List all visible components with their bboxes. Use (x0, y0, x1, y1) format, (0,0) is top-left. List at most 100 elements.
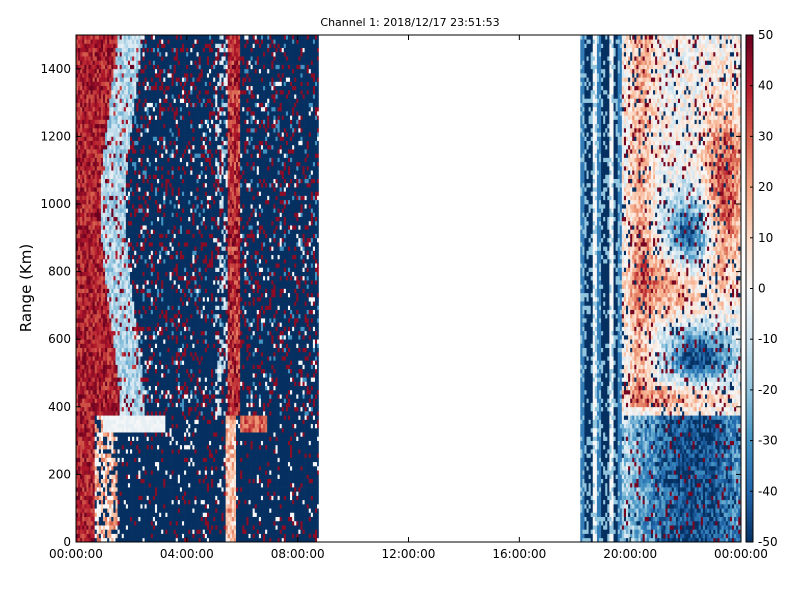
heatmap-cell (117, 465, 120, 471)
heatmap-cell (130, 516, 133, 522)
heatmap-cell (127, 182, 131, 188)
heatmap-cell (100, 229, 104, 234)
heatmap-cell (115, 94, 118, 99)
heatmap-cell (157, 508, 160, 513)
heatmap-cell (132, 98, 135, 103)
heatmap-cell (100, 98, 104, 103)
heatmap-cell (84, 280, 87, 285)
heatmap-cell (88, 51, 91, 57)
heatmap-cell (92, 453, 96, 458)
heatmap-cell (92, 381, 96, 387)
heatmap-cell (134, 73, 137, 78)
heatmap-cell (127, 470, 131, 475)
heatmap-cell (115, 47, 118, 53)
heatmap-cell (127, 132, 131, 137)
heatmap-cell (161, 398, 164, 403)
heatmap-cell (94, 85, 98, 91)
heatmap-cell (78, 132, 81, 137)
heatmap-cell (100, 170, 104, 175)
heatmap-cell (159, 482, 162, 488)
heatmap-cell (125, 102, 129, 108)
heatmap-cell (132, 415, 135, 420)
heatmap-cell (127, 364, 131, 370)
heatmap-cell (78, 305, 81, 310)
heatmap-cell (130, 77, 133, 82)
heatmap-cell (132, 491, 135, 496)
heatmap-cell (88, 520, 91, 526)
heatmap-cell (94, 406, 98, 412)
heatmap-cell (115, 326, 118, 332)
heatmap-cell (144, 132, 148, 137)
heatmap-cell (150, 499, 154, 505)
heatmap-cell (144, 127, 148, 133)
heatmap-cell (103, 127, 106, 133)
heatmap-cell (80, 457, 83, 463)
heatmap-cell (103, 520, 106, 526)
heatmap-cell (88, 123, 91, 129)
heatmap-cell (98, 525, 102, 530)
heatmap-cell (100, 284, 104, 289)
heatmap-cell (148, 51, 152, 57)
heatmap-cell (86, 356, 89, 361)
heatmap-cell (148, 537, 152, 543)
heatmap-cell (117, 39, 120, 44)
heatmap-cell (146, 191, 150, 196)
heatmap-cell (144, 157, 148, 163)
heatmap-cell (76, 334, 79, 340)
heatmap-cell (115, 537, 118, 543)
heatmap-cell (107, 191, 110, 196)
heatmap-cell (105, 457, 108, 463)
heatmap-cell (146, 330, 150, 336)
heatmap-cell (140, 474, 143, 479)
heatmap-cell (88, 351, 91, 357)
heatmap-cell (100, 334, 104, 340)
heatmap-cell (127, 242, 131, 247)
heatmap-cell (157, 516, 160, 522)
heatmap-cell (138, 271, 141, 277)
heatmap-cell (82, 149, 85, 154)
heatmap-cell (117, 246, 120, 251)
heatmap-cell (80, 182, 83, 188)
heatmap-cell (159, 292, 162, 298)
heatmap-cell (100, 516, 104, 522)
heatmap-cell (123, 351, 127, 357)
heatmap-cell (103, 267, 106, 272)
heatmap-cell (134, 254, 137, 260)
heatmap-cell (115, 127, 118, 133)
heatmap-cell (90, 132, 93, 137)
heatmap-cell (107, 174, 110, 179)
heatmap-cell (142, 347, 145, 353)
heatmap-cell (84, 258, 87, 264)
heatmap-cell (96, 411, 100, 416)
heatmap-cell (84, 153, 87, 158)
heatmap-cell (86, 85, 89, 91)
heatmap-cell (100, 157, 104, 163)
heatmap-cell (144, 161, 148, 167)
heatmap-cell (152, 284, 156, 289)
heatmap-cell (123, 326, 127, 332)
heatmap-cell (146, 495, 150, 501)
heatmap-cell (80, 212, 83, 218)
heatmap-cell (80, 411, 83, 416)
heatmap-cell (154, 43, 158, 49)
heatmap-cell (92, 334, 96, 340)
heatmap-cell (90, 161, 93, 167)
heatmap-cell (84, 449, 87, 454)
heatmap-cell (134, 313, 137, 319)
heatmap-cell (125, 339, 129, 344)
heatmap-cell (76, 389, 79, 395)
heatmap-cell (96, 296, 100, 302)
heatmap-cell (138, 373, 141, 378)
heatmap-cell (103, 81, 106, 87)
heatmap-cell (159, 144, 162, 150)
heatmap-cell (134, 339, 137, 344)
heatmap-cell (98, 385, 102, 391)
heatmap-cell (125, 423, 129, 429)
heatmap-cell (103, 102, 106, 108)
heatmap-cell (150, 516, 154, 522)
heatmap-cell (123, 444, 127, 450)
heatmap-cell (111, 56, 114, 61)
heatmap-cell (88, 178, 91, 184)
heatmap-cell (96, 165, 100, 171)
heatmap-cell (78, 267, 81, 272)
